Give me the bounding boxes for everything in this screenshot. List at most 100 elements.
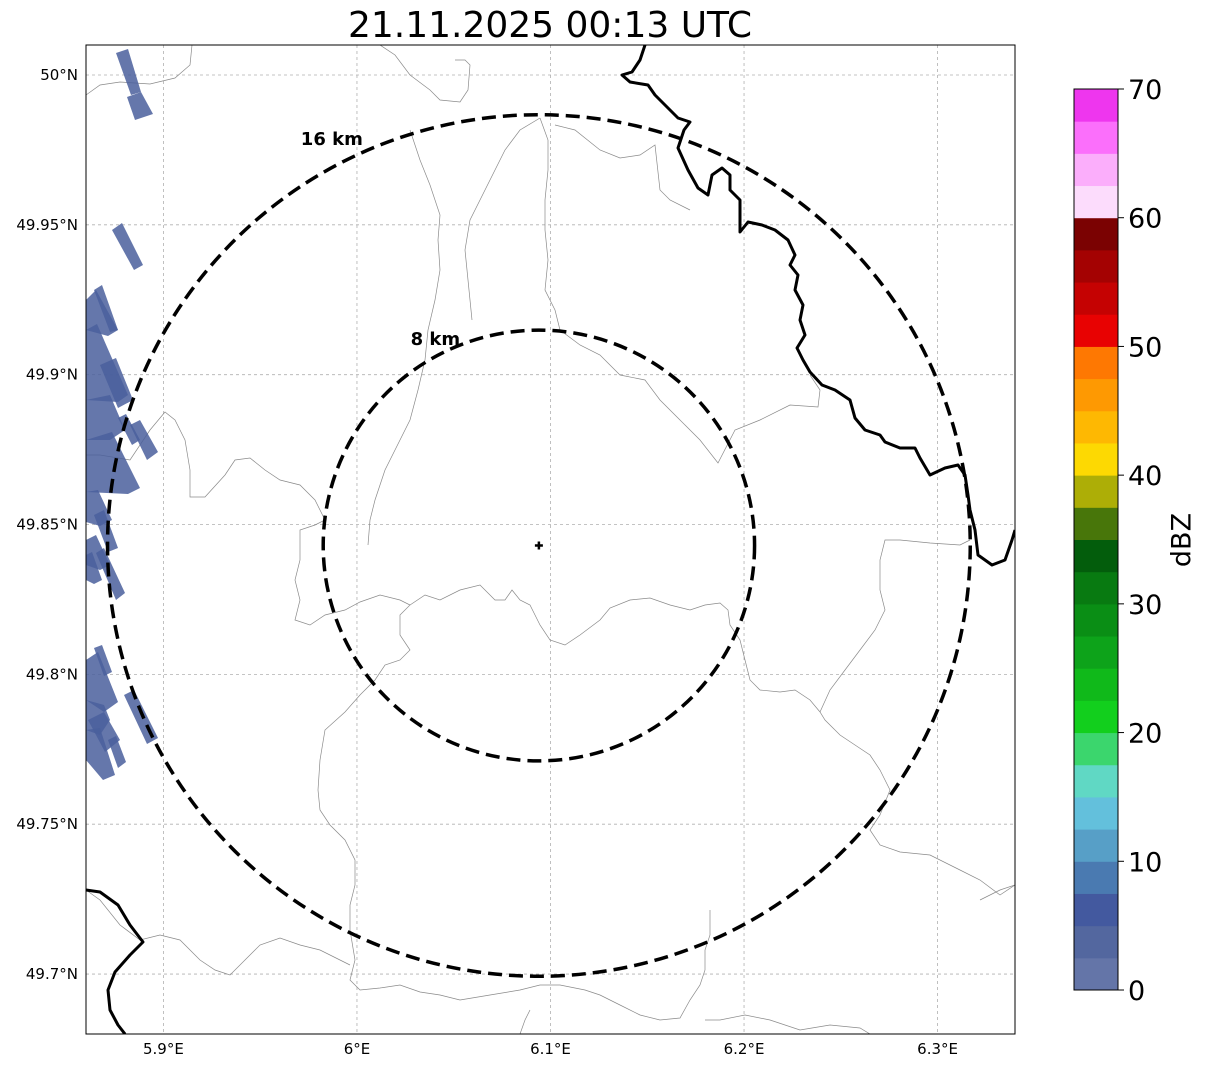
border-line xyxy=(620,45,1015,567)
range-ring-label: 8 km xyxy=(411,329,461,350)
echo-cell xyxy=(86,728,115,780)
echo-cell xyxy=(108,736,126,768)
colorbar-bin xyxy=(1074,893,1118,927)
colorbar-bin xyxy=(1074,346,1118,380)
lon-tick-label: 6.3°E xyxy=(917,1040,958,1058)
boundary-line xyxy=(519,1009,531,1034)
colorbar-tick-label: 60 xyxy=(1128,204,1162,235)
boundary-line xyxy=(459,910,711,1021)
boundary-line xyxy=(539,117,821,464)
range-ring-8km xyxy=(321,328,757,763)
longitude-tick-labels: 5.9°E 6°E 6.1°E 6.2°E 6.3°E xyxy=(143,1040,958,1058)
colorbar-bin xyxy=(1074,475,1118,508)
echo-cell xyxy=(96,548,125,600)
echo-cell xyxy=(112,223,143,270)
range-ring-16km xyxy=(105,112,972,978)
colorbar-bin xyxy=(1074,796,1118,830)
colorbar-bin xyxy=(1074,378,1118,412)
colorbar-tick-label: 50 xyxy=(1128,332,1162,363)
colorbar-bin xyxy=(1074,732,1118,766)
map-panel: 8 km 16 km 5.9°E 6°E 6.1°E 6.2°E 6.3°E 50°N 49… xyxy=(16,44,1016,1058)
colorbar-bin xyxy=(1074,314,1118,347)
colorbar-bin xyxy=(1074,282,1118,315)
lon-tick-label: 5.9°E xyxy=(143,1040,184,1058)
boundary-line xyxy=(86,411,461,1001)
colorbar-bin xyxy=(1074,442,1118,476)
colorbar-bin xyxy=(1074,700,1118,734)
echo-cell xyxy=(127,92,153,120)
boundary-line xyxy=(705,1014,871,1034)
colorbar-bin xyxy=(1074,89,1118,122)
lat-tick-label: 49.85°N xyxy=(16,516,78,534)
boundary-line xyxy=(819,539,971,713)
border-line xyxy=(86,888,145,1034)
range-ring-label: 16 km xyxy=(301,129,363,150)
colorbar-bin xyxy=(1074,668,1118,701)
colorbar-bin xyxy=(1074,249,1118,283)
boundary-line xyxy=(86,889,351,976)
colorbar: 0 10 20 30 40 50 60 70 dBZ xyxy=(1073,75,1198,1007)
figure-title: 21.11.2025 00:13 UTC xyxy=(348,5,752,46)
lat-tick-label: 49.9°N xyxy=(26,366,78,384)
colorbar-bin xyxy=(1074,185,1118,219)
lat-tick-label: 49.8°N xyxy=(26,665,78,683)
radar-echoes xyxy=(86,49,158,780)
colorbar-tick-label: 0 xyxy=(1128,976,1145,1007)
echo-cell xyxy=(86,432,140,494)
range-rings: 8 km 16 km xyxy=(105,112,972,978)
colorbar-tick-label: 70 xyxy=(1128,75,1162,106)
colorbar-ticks: 0 10 20 30 40 50 60 70 xyxy=(1118,75,1162,1007)
echo-cell xyxy=(100,358,133,408)
boundary-line xyxy=(554,124,691,211)
colorbar-bins xyxy=(1074,89,1118,991)
colorbar-bin xyxy=(1074,925,1118,959)
boundary-line xyxy=(86,45,193,96)
lat-tick-label: 49.95°N xyxy=(16,216,78,234)
boundary-line xyxy=(367,129,441,546)
colorbar-bin xyxy=(1074,603,1118,637)
colorbar-bin xyxy=(1074,217,1118,251)
colorbar-tick-label: 10 xyxy=(1128,847,1162,878)
colorbar-tick-label: 20 xyxy=(1128,719,1162,750)
latitude-tick-labels: 50°N 49.95°N 49.9°N 49.85°N 49.8°N 49.75°N 49.… xyxy=(16,66,78,983)
colorbar-bin xyxy=(1074,153,1118,187)
colorbar-bin xyxy=(1074,861,1118,894)
colorbar-bin xyxy=(1074,410,1118,444)
colorbar-frame xyxy=(1073,88,1119,991)
municipal-boundaries xyxy=(86,45,1015,1034)
map-frame xyxy=(85,44,1016,1035)
lon-tick-label: 6.2°E xyxy=(724,1040,765,1058)
colorbar-bin xyxy=(1074,764,1118,798)
colorbar-bin xyxy=(1074,636,1118,669)
radar-site-marker xyxy=(534,541,543,550)
lon-tick-label: 6.1°E xyxy=(530,1040,571,1058)
boundary-line xyxy=(379,45,471,103)
echo-cell xyxy=(94,510,118,552)
echo-cell xyxy=(86,652,118,712)
boundary-line xyxy=(979,884,1015,901)
boundary-line xyxy=(464,117,541,321)
colorbar-bin xyxy=(1074,957,1118,991)
colorbar-bin xyxy=(1074,507,1118,540)
boundary-line xyxy=(409,584,1015,896)
echo-cell xyxy=(130,420,158,460)
lon-tick-label: 6°E xyxy=(344,1040,371,1058)
echo-cell xyxy=(94,645,112,676)
colorbar-bin xyxy=(1074,539,1118,573)
colorbar-tick-label: 30 xyxy=(1128,590,1162,621)
colorbar-bin xyxy=(1074,121,1118,154)
echo-cell xyxy=(94,285,118,332)
gridlines xyxy=(86,45,1015,1034)
colorbar-label: dBZ xyxy=(1167,513,1198,567)
colorbar-bin xyxy=(1074,571,1118,605)
colorbar-bin xyxy=(1074,829,1118,862)
lat-tick-label: 49.75°N xyxy=(16,815,78,833)
lat-tick-label: 49.7°N xyxy=(26,965,78,983)
echo-cell xyxy=(116,49,141,95)
echo-cell xyxy=(118,414,140,445)
echo-cell xyxy=(86,552,102,584)
lat-tick-label: 50°N xyxy=(40,66,78,84)
colorbar-tick-label: 40 xyxy=(1128,461,1162,492)
echo-cell xyxy=(86,395,125,440)
